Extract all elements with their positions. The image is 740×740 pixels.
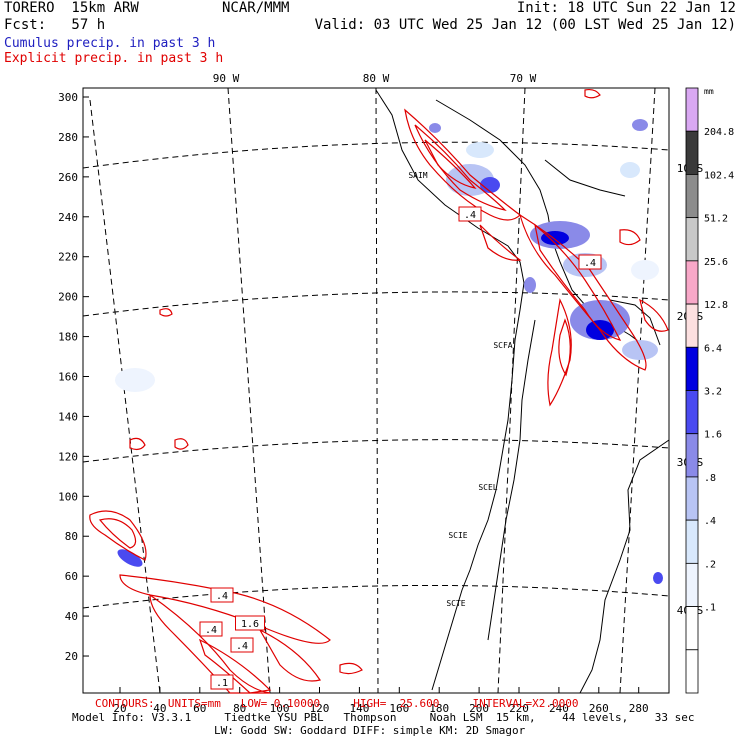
y-tick-label: 260 (58, 171, 78, 184)
x-tick-label: 120 (310, 702, 330, 715)
colorbar-label: 3.2 (704, 387, 722, 398)
colorbar-label: .2 (704, 559, 716, 570)
cumulus-field-title: Cumulus precip. in past 3 h (4, 36, 216, 51)
x-tick-label: 280 (629, 702, 649, 715)
y-tick-label: 240 (58, 211, 78, 224)
svg-text:.4: .4 (216, 591, 228, 602)
y-tick-label: 160 (58, 371, 78, 384)
y-tick-label: 200 (58, 291, 78, 304)
forecast-hour: Fcst: 57 h (4, 17, 106, 33)
explicit-precip-contours (89, 88, 669, 694)
x-axis: 20 40 60 80 100 120 140 160 180 200 220 240 260 280 (113, 687, 649, 715)
x-tick-label: 220 (509, 702, 529, 715)
x-tick-label: 200 (469, 702, 489, 715)
contour-label: 1.6 (235, 615, 265, 631)
station-label: SCFA (493, 341, 512, 350)
colorbar-swatch (685, 606, 699, 651)
colorbar-label: .8 (704, 473, 716, 484)
x-tick-label: 180 (429, 702, 449, 715)
graticule (82, 87, 670, 694)
svg-text:1.6: 1.6 (241, 619, 259, 630)
colorbar-swatch (685, 519, 699, 564)
longitude-label: 90 W (213, 72, 240, 85)
longitude-label: 70 W (510, 72, 537, 85)
colorbar: mm 204.8 102.4 51.2 25.6 12.8 6.4 3.2 1.6 .8 .4 .2.… (685, 87, 734, 694)
y-axis: 300 280 260 240 220 200 180 160 140 120 100 80 60 40 2… (58, 91, 89, 663)
station-label: SCEL (478, 483, 497, 492)
colorbar-label: 25.6 (704, 257, 728, 268)
physics-info: LW: Godd SW: Goddard DIFF: simple KM: 2D… (214, 724, 526, 737)
station-labels: SAIM SCFA SCEL SCIE SCTE (408, 171, 512, 608)
y-tick-label: 280 (58, 131, 78, 144)
colorbar-swatch (685, 130, 699, 175)
colorbar-swatch (685, 390, 699, 435)
contour-info: CONTOURS: UNITS=mm LOW= 0.10000 HIGH= 25… (95, 697, 579, 710)
contour-label: .4 (458, 206, 482, 222)
x-tick-label: 260 (589, 702, 609, 715)
y-tick-label: 180 (58, 331, 78, 344)
colorbar-swatch (685, 649, 699, 694)
org-label: NCAR/MMM (222, 0, 290, 16)
x-tick-label: 100 (270, 702, 290, 715)
colorbar-swatch (685, 562, 699, 607)
x-tick-label: 60 (193, 702, 206, 715)
contour-label: .4 (578, 254, 602, 270)
station-label: SCIE (448, 531, 467, 540)
colorbar-swatch (685, 346, 699, 391)
y-tick-label: 60 (65, 570, 78, 583)
colorbar-swatch (685, 260, 699, 305)
y-tick-label: 120 (58, 450, 78, 463)
y-tick-label: 140 (58, 410, 78, 423)
init-time: Init: 18 UTC Sun 22 Jan 12 (516, 0, 736, 16)
station-label: SCTE (446, 599, 465, 608)
colorbar-label: 204.8 (704, 127, 734, 138)
colorbar-swatch (685, 174, 699, 219)
svg-text:.1: .1 (216, 678, 228, 689)
svg-text:.4: .4 (236, 641, 248, 652)
model-info: Model Info: V3.3.1 Tiedtke YSU PBL Thomp… (72, 711, 695, 724)
longitude-label: 80 W (363, 72, 390, 85)
x-tick-label: 40 (153, 702, 166, 715)
x-tick-label: 20 (113, 702, 126, 715)
colorbar-swatch (685, 217, 699, 262)
colorbar-label: 102.4 (704, 170, 734, 181)
y-tick-label: 220 (58, 251, 78, 264)
contour-label: .4 (230, 637, 254, 653)
valid-time: Valid: 03 UTC Wed 25 Jan 12 (00 LST Wed … (314, 17, 736, 33)
contour-labels: .4 .4 .4 1.6 .4 .4 .1 (199, 206, 602, 690)
svg-text:.4: .4 (584, 258, 596, 269)
colorbar-label: 6.4 (704, 343, 722, 354)
colorbar-label: 12.8 (704, 300, 728, 311)
colorbar-swatch (685, 303, 699, 348)
y-tick-label: 300 (58, 91, 78, 104)
svg-text:.4: .4 (464, 210, 476, 221)
colorbar-unit: mm (704, 87, 714, 96)
y-tick-label: 40 (65, 610, 78, 623)
station-label: SAIM (408, 171, 427, 180)
colorbar-label: 51.2 (704, 214, 728, 225)
x-tick-label: 160 (389, 702, 409, 715)
contour-label: .4 (199, 621, 223, 637)
colorbar-swatch (685, 433, 699, 478)
x-tick-label: 80 (233, 702, 246, 715)
y-tick-label: 100 (58, 490, 78, 503)
colorbar-label: 1.6 (704, 430, 722, 441)
contour-label: .1 (210, 674, 234, 690)
colorbar-swatch (685, 476, 699, 521)
x-tick-label: 140 (349, 702, 369, 715)
cumulus-precip (115, 119, 663, 584)
y-tick-label: 80 (65, 530, 78, 543)
colorbar-swatch (685, 87, 699, 132)
y-tick-label: 20 (65, 650, 78, 663)
model-title: TORERO 15km ARW (4, 0, 139, 16)
explicit-field-title: Explicit precip. in past 3 h (4, 51, 224, 66)
svg-text:.4: .4 (205, 625, 217, 636)
longitude-labels: 90 W 80 W 70 W (213, 72, 537, 85)
x-tick-label: 240 (549, 702, 569, 715)
colorbar-label: .4 (704, 516, 716, 527)
colorbar-label: .1 (704, 603, 716, 614)
contour-label: .4 (210, 587, 234, 603)
